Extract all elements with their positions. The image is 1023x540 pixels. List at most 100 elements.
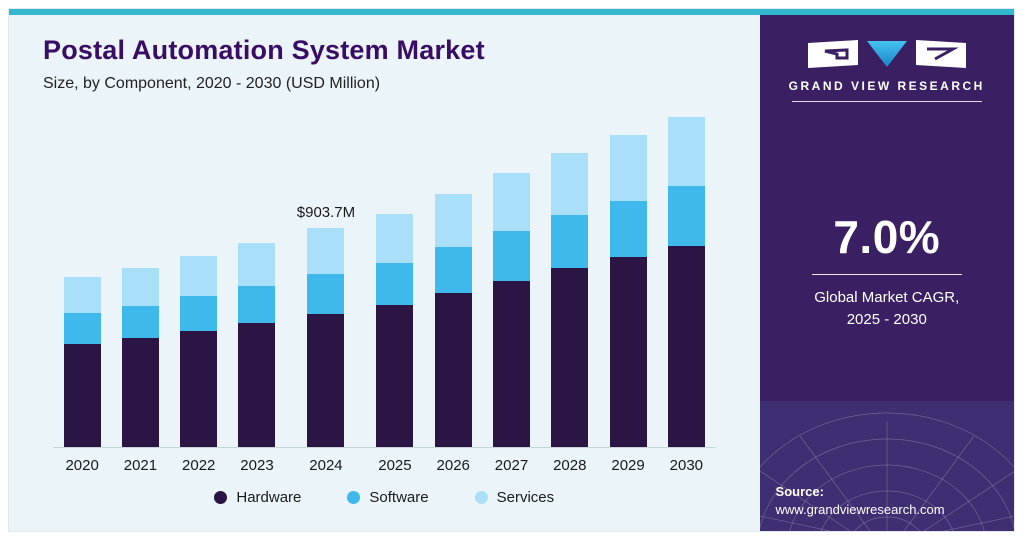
bar-segment-software bbox=[180, 296, 218, 331]
bar-segment-services bbox=[609, 135, 647, 201]
source-url: www.grandviewresearch.com bbox=[775, 502, 945, 517]
bar-column-2026: 2026 bbox=[434, 103, 472, 483]
bar-segment-hardware bbox=[551, 268, 589, 448]
bar-segment-services bbox=[492, 173, 530, 231]
bar-segment-hardware bbox=[667, 246, 705, 448]
x-axis-label: 2027 bbox=[494, 457, 529, 474]
bar-segment-software bbox=[667, 186, 705, 246]
bar-segment-software bbox=[609, 201, 647, 257]
grand-view-research-logo-icon bbox=[789, 39, 985, 69]
cagr-label: Global Market CAGR, 2025 - 2030 bbox=[812, 287, 962, 331]
legend-label: Services bbox=[496, 489, 555, 506]
logo-r-icon bbox=[915, 40, 966, 68]
source-label: Source: bbox=[775, 484, 824, 499]
bar-stack bbox=[609, 135, 647, 448]
bar-stack bbox=[667, 117, 705, 448]
bar-segment-software bbox=[434, 247, 472, 293]
bar-segment-software bbox=[63, 313, 101, 344]
bar-segment-software bbox=[492, 231, 530, 281]
legend-item-hardware: Hardware bbox=[214, 489, 301, 506]
bar-segment-services bbox=[63, 277, 101, 313]
legend-label: Software bbox=[369, 489, 429, 506]
bar-segment-services bbox=[238, 243, 276, 286]
x-axis-label: 2028 bbox=[553, 457, 587, 474]
logo-v-icon bbox=[866, 41, 907, 67]
bar-stack bbox=[492, 173, 530, 448]
brand-name: GRAND VIEW RESEARCH bbox=[788, 79, 985, 93]
cagr-block: 7.0% Global Market CAGR, 2025 - 2030 bbox=[811, 210, 962, 331]
bar-value-annotation: $903.7M bbox=[296, 204, 356, 221]
x-axis-label: 2025 bbox=[378, 457, 412, 474]
bar-stack bbox=[434, 194, 472, 448]
bar-segment-services bbox=[667, 117, 705, 186]
bar-segment-hardware bbox=[180, 331, 218, 448]
bar-column-2020: 2020 bbox=[63, 103, 101, 483]
cagr-value: 7.0% bbox=[833, 211, 941, 263]
brand-sidebar: GRAND VIEW RESEARCH 7.0% Global Market C… bbox=[759, 15, 1014, 531]
bar-segment-hardware bbox=[434, 293, 472, 448]
report-card: Postal Automation System Market Size, by… bbox=[8, 8, 1015, 532]
logo-block: GRAND VIEW RESEARCH bbox=[789, 39, 985, 102]
chart-panel: Postal Automation System Market Size, by… bbox=[9, 15, 760, 531]
bar-segment-services bbox=[551, 153, 589, 215]
bar-column-2030: 2030 bbox=[667, 103, 705, 483]
bar-segment-services bbox=[376, 214, 414, 263]
bar-column-2027: 2027 bbox=[492, 103, 530, 483]
bar-segment-hardware bbox=[63, 344, 101, 448]
bar-column-2025: 2025 bbox=[376, 103, 414, 483]
content-area: Postal Automation System Market Size, by… bbox=[9, 15, 1014, 531]
bar-segment-hardware bbox=[307, 314, 345, 448]
x-axis-label: 2030 bbox=[669, 457, 704, 474]
chart-area: 2020 2021 2022 2023 $903.7M 2024 2025 2026 2027 2… bbox=[53, 103, 716, 506]
x-axis-label: 2029 bbox=[611, 457, 645, 474]
bar-column-2023: 2023 bbox=[238, 103, 276, 483]
bar-column-2024: $903.7M 2024 bbox=[297, 103, 355, 483]
legend: Hardware Software Services bbox=[53, 489, 716, 506]
bar-segment-software bbox=[121, 306, 159, 338]
globe-wireframe-icon bbox=[759, 401, 1014, 531]
legend-dot-icon bbox=[214, 491, 228, 504]
bar-segment-software bbox=[307, 274, 345, 314]
bar-column-2021: 2021 bbox=[121, 103, 159, 483]
bar-segment-hardware bbox=[121, 338, 159, 448]
bar-segment-software bbox=[376, 263, 414, 305]
bar-segment-services bbox=[307, 228, 345, 274]
brand-divider bbox=[791, 101, 982, 102]
bar-segment-services bbox=[180, 256, 218, 296]
top-accent-bar bbox=[9, 9, 1014, 15]
bar-stack: $903.7M bbox=[297, 204, 355, 448]
x-axis-label: 2024 bbox=[309, 457, 343, 474]
x-axis-label: 2021 bbox=[123, 457, 158, 474]
page-title: Postal Automation System Market bbox=[43, 35, 485, 65]
bar-segment-software bbox=[551, 215, 589, 268]
bar-stack bbox=[376, 214, 414, 448]
x-axis-label: 2022 bbox=[182, 457, 216, 474]
bar-segment-software bbox=[238, 286, 276, 323]
legend-label: Hardware bbox=[236, 489, 302, 506]
bar-stack bbox=[551, 153, 589, 448]
bar-segment-services bbox=[434, 194, 472, 247]
bar-segment-hardware bbox=[376, 305, 414, 448]
bar-column-2029: 2029 bbox=[609, 103, 647, 483]
page-subtitle: Size, by Component, 2020 - 2030 (USD Mil… bbox=[43, 75, 381, 92]
bar-segment-hardware bbox=[609, 257, 647, 448]
x-axis-line bbox=[53, 447, 716, 448]
x-axis-label: 2023 bbox=[240, 457, 274, 474]
bar-stack bbox=[121, 268, 159, 448]
bar-stack bbox=[63, 277, 101, 448]
legend-dot-icon bbox=[347, 491, 361, 504]
bar-stack bbox=[238, 243, 276, 448]
source-block: Source: www.grandviewresearch.com bbox=[776, 484, 945, 517]
bar-segment-hardware bbox=[492, 281, 530, 448]
legend-item-services: Services bbox=[474, 489, 555, 506]
cagr-label-line2: 2025 - 2030 bbox=[846, 310, 927, 328]
bar-segment-services bbox=[121, 268, 159, 306]
plot-area: 2020 2021 2022 2023 $903.7M 2024 2025 2026 2027 2… bbox=[53, 103, 716, 483]
cagr-divider bbox=[811, 274, 962, 275]
bar-column-2022: 2022 bbox=[180, 103, 218, 483]
bar-stack bbox=[180, 256, 218, 448]
bar-column-2028: 2028 bbox=[551, 103, 589, 483]
x-axis-label: 2020 bbox=[65, 457, 99, 474]
bar-segment-hardware bbox=[238, 323, 276, 448]
legend-item-software: Software bbox=[347, 489, 429, 506]
